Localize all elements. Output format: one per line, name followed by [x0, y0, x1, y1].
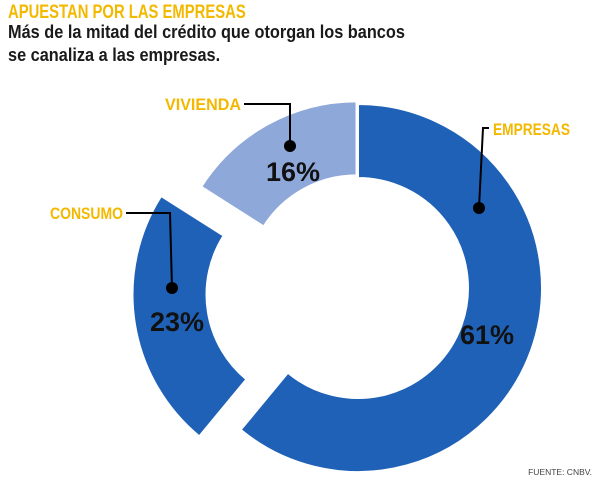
source-note: FUENTE: CNBV. [528, 467, 592, 477]
leader-dot-vivienda [284, 140, 296, 152]
donut-slices [131, 100, 543, 473]
donut-slice-vivienda [199, 100, 358, 228]
chart-title: APUESTAN POR LAS EMPRESAS [8, 2, 246, 23]
leader-line-empresas [478, 127, 489, 209]
leader-dot-consumo [166, 282, 178, 294]
leader-line-consumo [126, 212, 173, 289]
data-label-empresas: 61% [460, 320, 514, 350]
subtitle-line: Más de la mitad del crédito que otorgan … [8, 22, 405, 42]
leader-dot-empresas [473, 202, 485, 214]
data-label-vivienda: 16% [266, 157, 320, 187]
chart-subtitle: Más de la mitad del crédito que otorgan … [8, 21, 405, 67]
donut-slice-consumo [131, 194, 248, 438]
slice-label-vivienda: VIVIENDA [165, 95, 241, 114]
leader-line-vivienda [244, 103, 291, 146]
subtitle-line: se canaliza a las empresas. [8, 45, 221, 65]
slice-label-consumo: CONSUMO [50, 204, 123, 223]
slice-label-empresas: EMPRESAS [493, 120, 570, 139]
donut-slice-empresas [239, 102, 543, 473]
data-label-consumo: 23% [150, 307, 204, 337]
